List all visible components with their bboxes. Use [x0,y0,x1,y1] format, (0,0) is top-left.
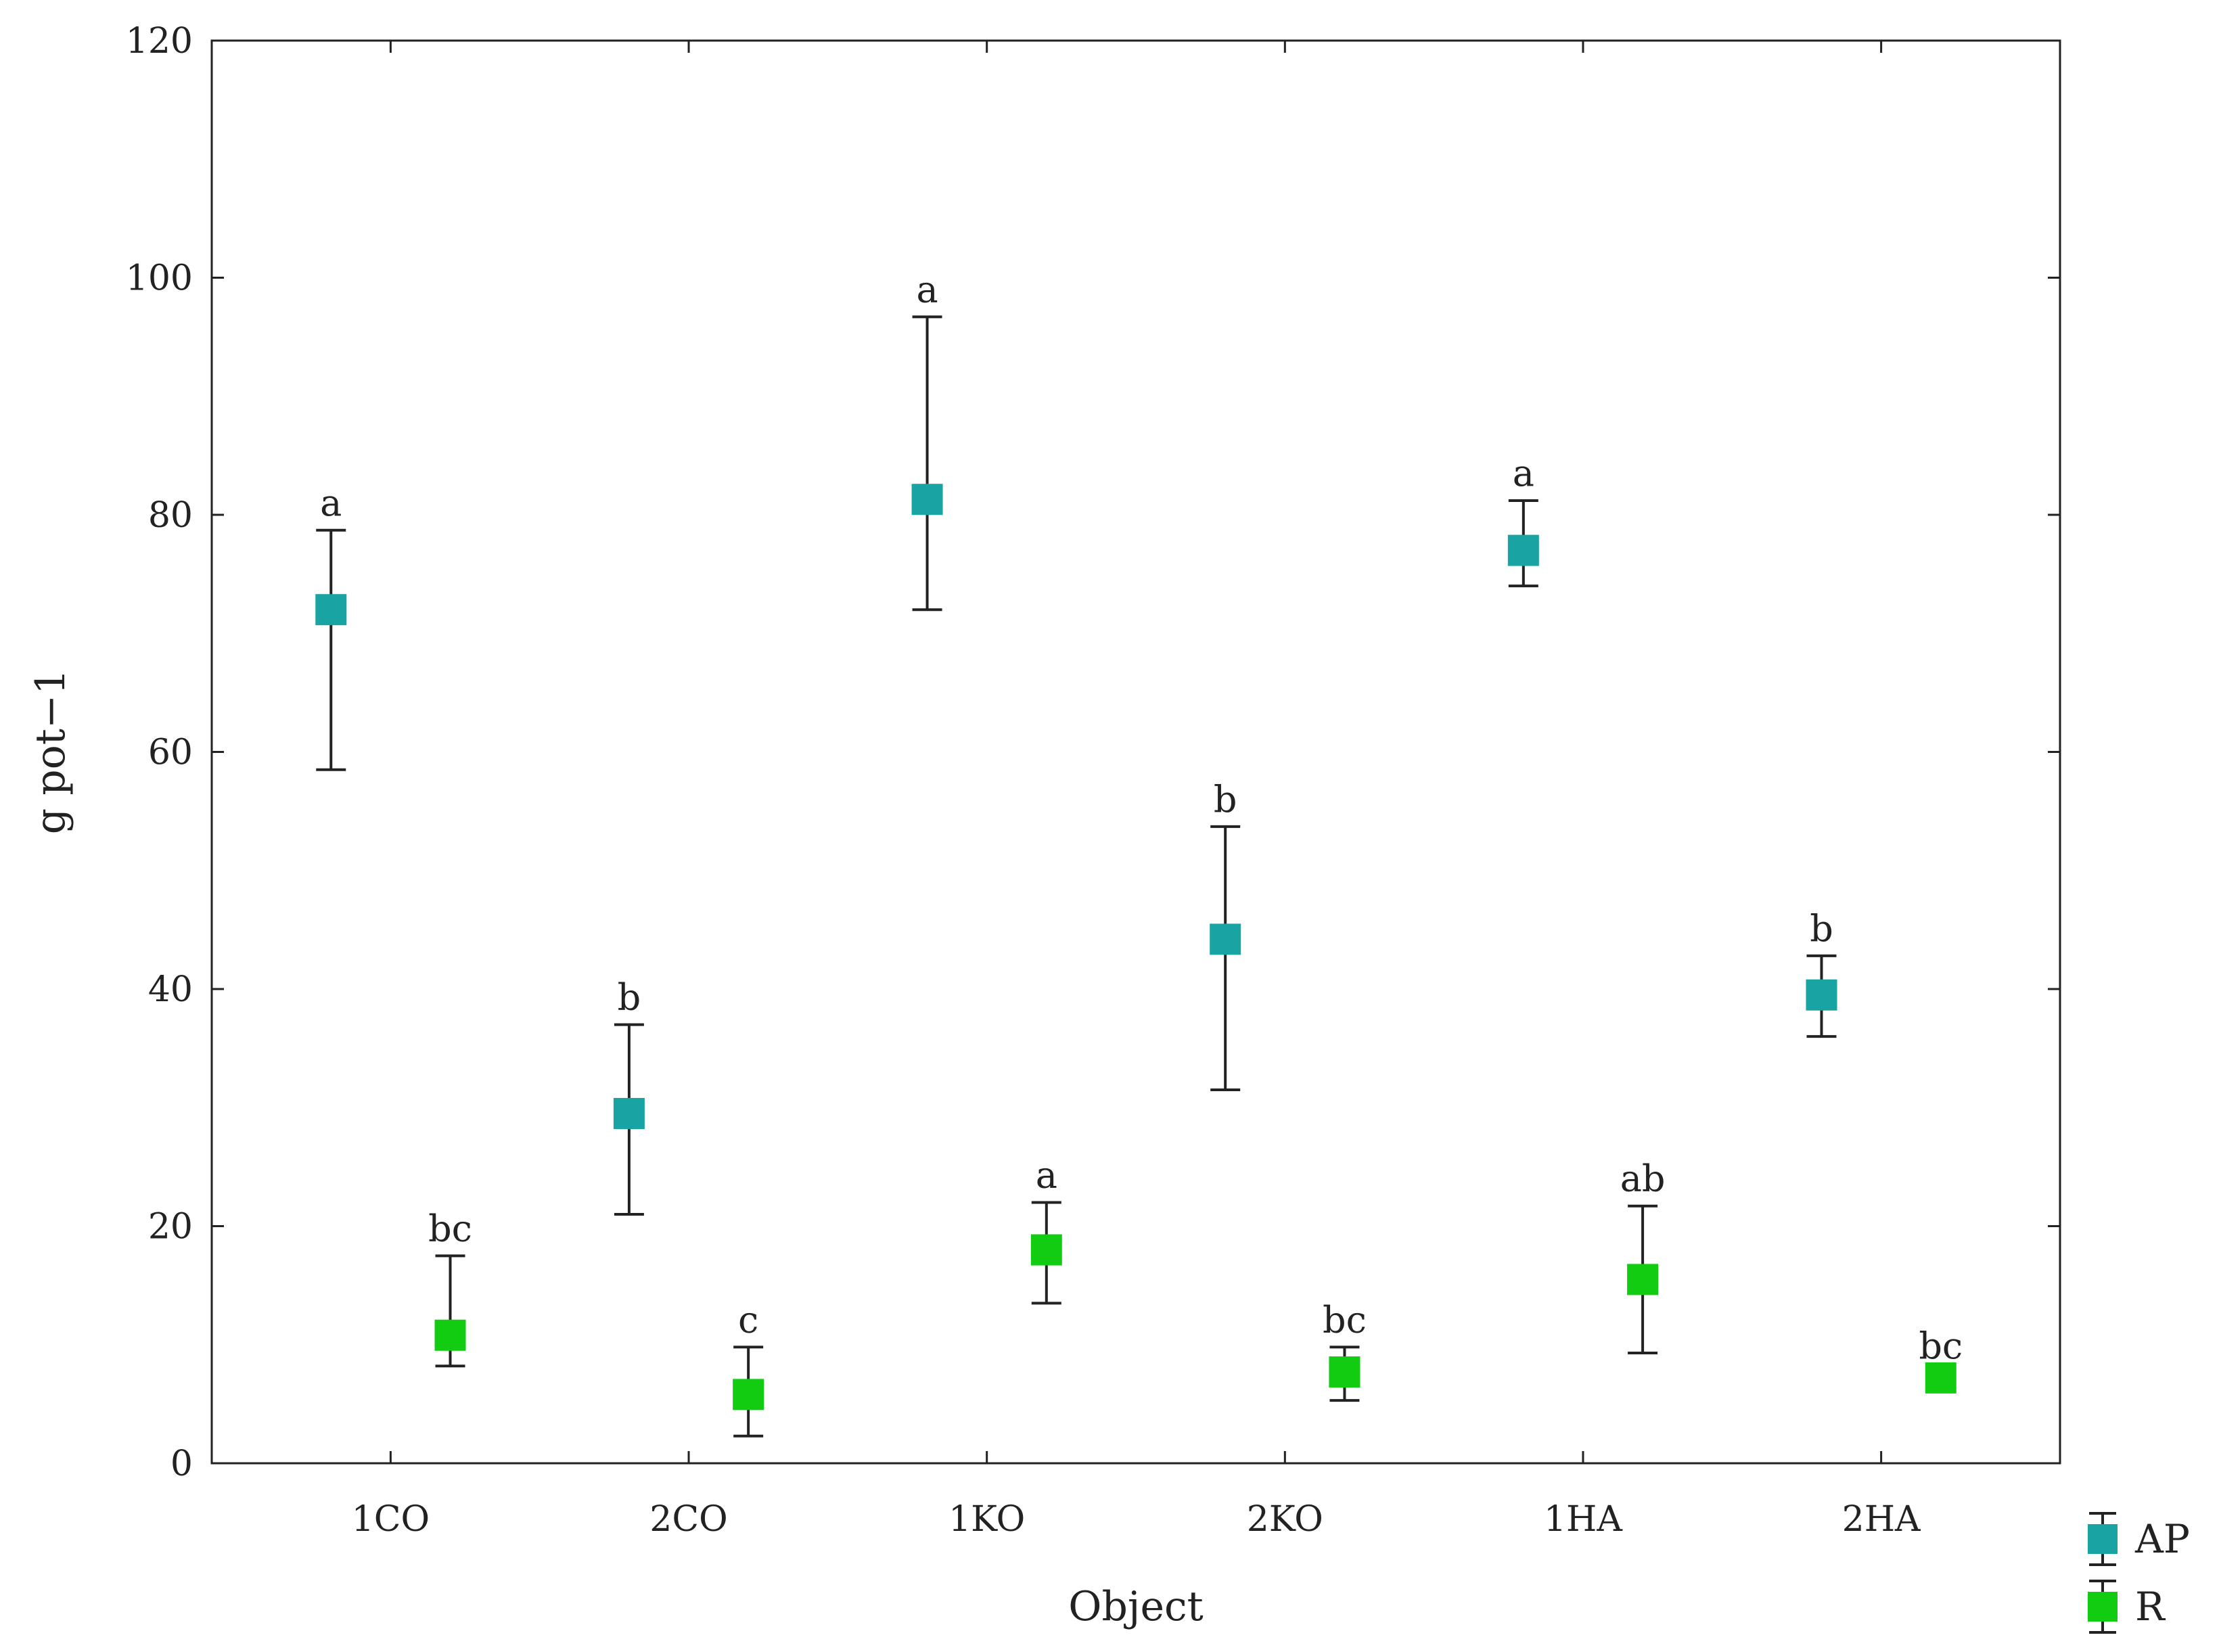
y-tick-label: 20 [148,1207,193,1247]
significance-label: bc [1323,1298,1367,1341]
data-point [1507,534,1539,566]
x-tick-label: 1KO [948,1499,1025,1540]
y-tick-label: 0 [170,1444,193,1484]
significance-label: c [738,1298,758,1341]
data-point [613,1098,645,1130]
data-point [434,1319,466,1351]
data-point [1210,923,1241,955]
x-axis-ticks: 1CO 2CO 1KO 2KO 1HA 2HA [352,41,1921,1540]
data-point [1329,1356,1360,1388]
data-point [1030,1234,1062,1266]
y-tick-label: 60 [148,733,193,773]
x-tick-label: 1CO [352,1499,430,1540]
plot-area [210,39,2061,1465]
legend-label: AP [2134,1516,2190,1562]
legend-label: R [2135,1584,2166,1630]
x-tick-label: 2HA [1842,1499,1921,1540]
y-tick-label: 80 [148,495,193,536]
x-tick-label: 2KO [1247,1499,1323,1540]
significance-label: a [1036,1153,1057,1196]
series-r: bc c a bc ab bc [428,1153,1963,1438]
legend-marker [2088,1524,2118,1554]
y-axis-ticks: 0 20 40 60 80 100 120 [126,21,2060,1484]
data-point [1806,979,1837,1011]
y-tick-label: 40 [148,969,193,1010]
x-tick-label: 1HA [1544,1499,1623,1540]
significance-label: bc [428,1207,472,1249]
significance-label: a [916,268,938,311]
legend: AP R [2088,1512,2190,1634]
significance-label: b [1214,778,1237,821]
significance-label: a [320,482,342,524]
significance-label: ab [1620,1157,1666,1200]
data-point [733,1379,764,1410]
data-point [315,594,347,626]
significance-label: b [618,976,641,1019]
significance-label: a [1513,452,1534,495]
y-axis-title: g pot−1 [27,669,74,835]
legend-marker [2088,1592,2118,1622]
significance-label: b [1810,907,1833,950]
data-point [1925,1362,1957,1394]
data-point [1627,1264,1659,1295]
data-point [911,484,943,515]
y-tick-label: 120 [126,21,193,62]
x-axis-title: Object [1068,1583,1203,1630]
x-tick-label: 2CO [649,1499,728,1540]
significance-label: bc [1919,1325,1963,1367]
y-tick-label: 100 [126,258,193,299]
